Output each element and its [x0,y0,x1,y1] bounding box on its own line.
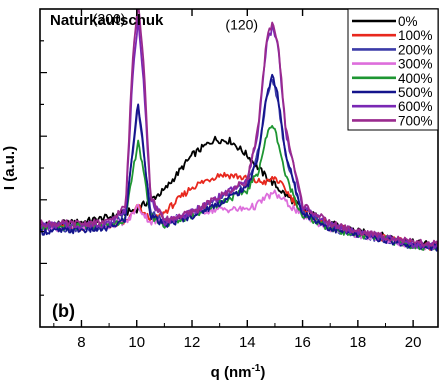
x-axis-label: q (nm-1) [211,363,266,381]
legend-label: 200% [398,42,433,57]
legend-label: 600% [398,99,433,114]
legend-label: 400% [398,71,433,86]
series-line [40,124,438,251]
x-tick-label: 8 [77,334,85,351]
series-line [40,9,438,248]
x-tick-label: 14 [239,334,256,351]
x-tick-label: 16 [294,334,311,351]
peak-labels: (200) (120) [93,10,258,32]
peak-label: (120) [225,17,258,33]
peak-label: (200) [93,10,126,26]
legend-label: 0% [398,14,418,29]
x-axis-ticks: 8 10 12 14 16 18 20 [53,9,422,351]
y-axis-ticks [40,40,47,296]
legend: 0%100%200%300%400%500%600%700% [347,8,439,131]
y-axis-label: I (a.u.) [1,146,18,190]
panel-label: (b) [52,301,75,321]
x-tick-label: 18 [350,334,367,351]
x-tick-label: 10 [128,334,145,351]
legend-label: 700% [398,113,433,128]
legend-box [347,8,439,131]
legend-label: 500% [398,85,433,100]
series-line [40,73,438,252]
legend-label: 300% [398,57,433,72]
series-layer [40,9,438,252]
x-tick-label: 20 [405,334,422,351]
chart-title: Naturkautschuk [50,12,164,29]
legend-label: 100% [398,28,433,43]
x-tick-label: 12 [184,334,201,351]
